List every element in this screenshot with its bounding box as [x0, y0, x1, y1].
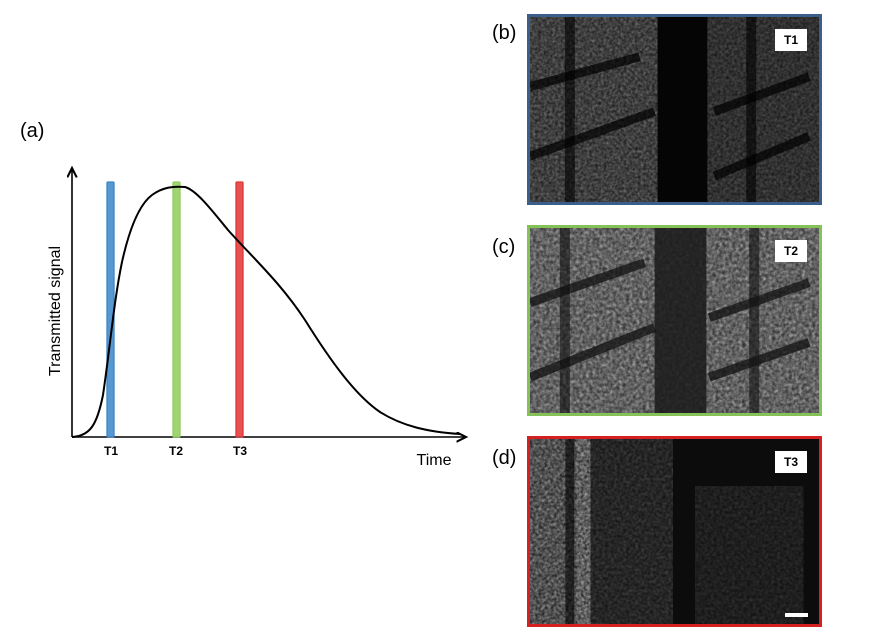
micrograph-t2: [530, 228, 819, 413]
panel-tag-t3: T3: [774, 451, 807, 473]
panel-label-d: (d): [492, 447, 517, 469]
tick-label-t1: T1: [104, 444, 118, 458]
tick-label-t2: T2: [169, 444, 183, 458]
signal-schematic: Transmitted signal Time T1 T2 T3: [47, 0, 480, 469]
scale-bar: [785, 613, 808, 617]
marker-bar-t2: [172, 181, 181, 438]
signal-curve: [71, 185, 461, 438]
image-panel-t1: T1: [527, 14, 822, 205]
panel-label-c: (c): [492, 236, 516, 258]
panel-label-a: (a): [20, 120, 45, 142]
y-axis-label: Transmitted signal: [47, 246, 64, 376]
x-axis-label: Time: [417, 452, 452, 469]
micrograph-t1: [530, 17, 819, 202]
panel-label-b: (b): [492, 22, 517, 44]
micrograph-t3: [530, 439, 819, 624]
panel-tag-t1: T1: [774, 29, 807, 51]
panel-tag-t2: T2: [774, 240, 807, 262]
marker-bar-t1: [106, 181, 115, 438]
tick-label-t3: T3: [233, 444, 247, 458]
image-panel-t2: T2: [527, 225, 822, 416]
image-panel-t3: T3: [527, 436, 822, 627]
marker-bar-t3: [235, 181, 244, 438]
